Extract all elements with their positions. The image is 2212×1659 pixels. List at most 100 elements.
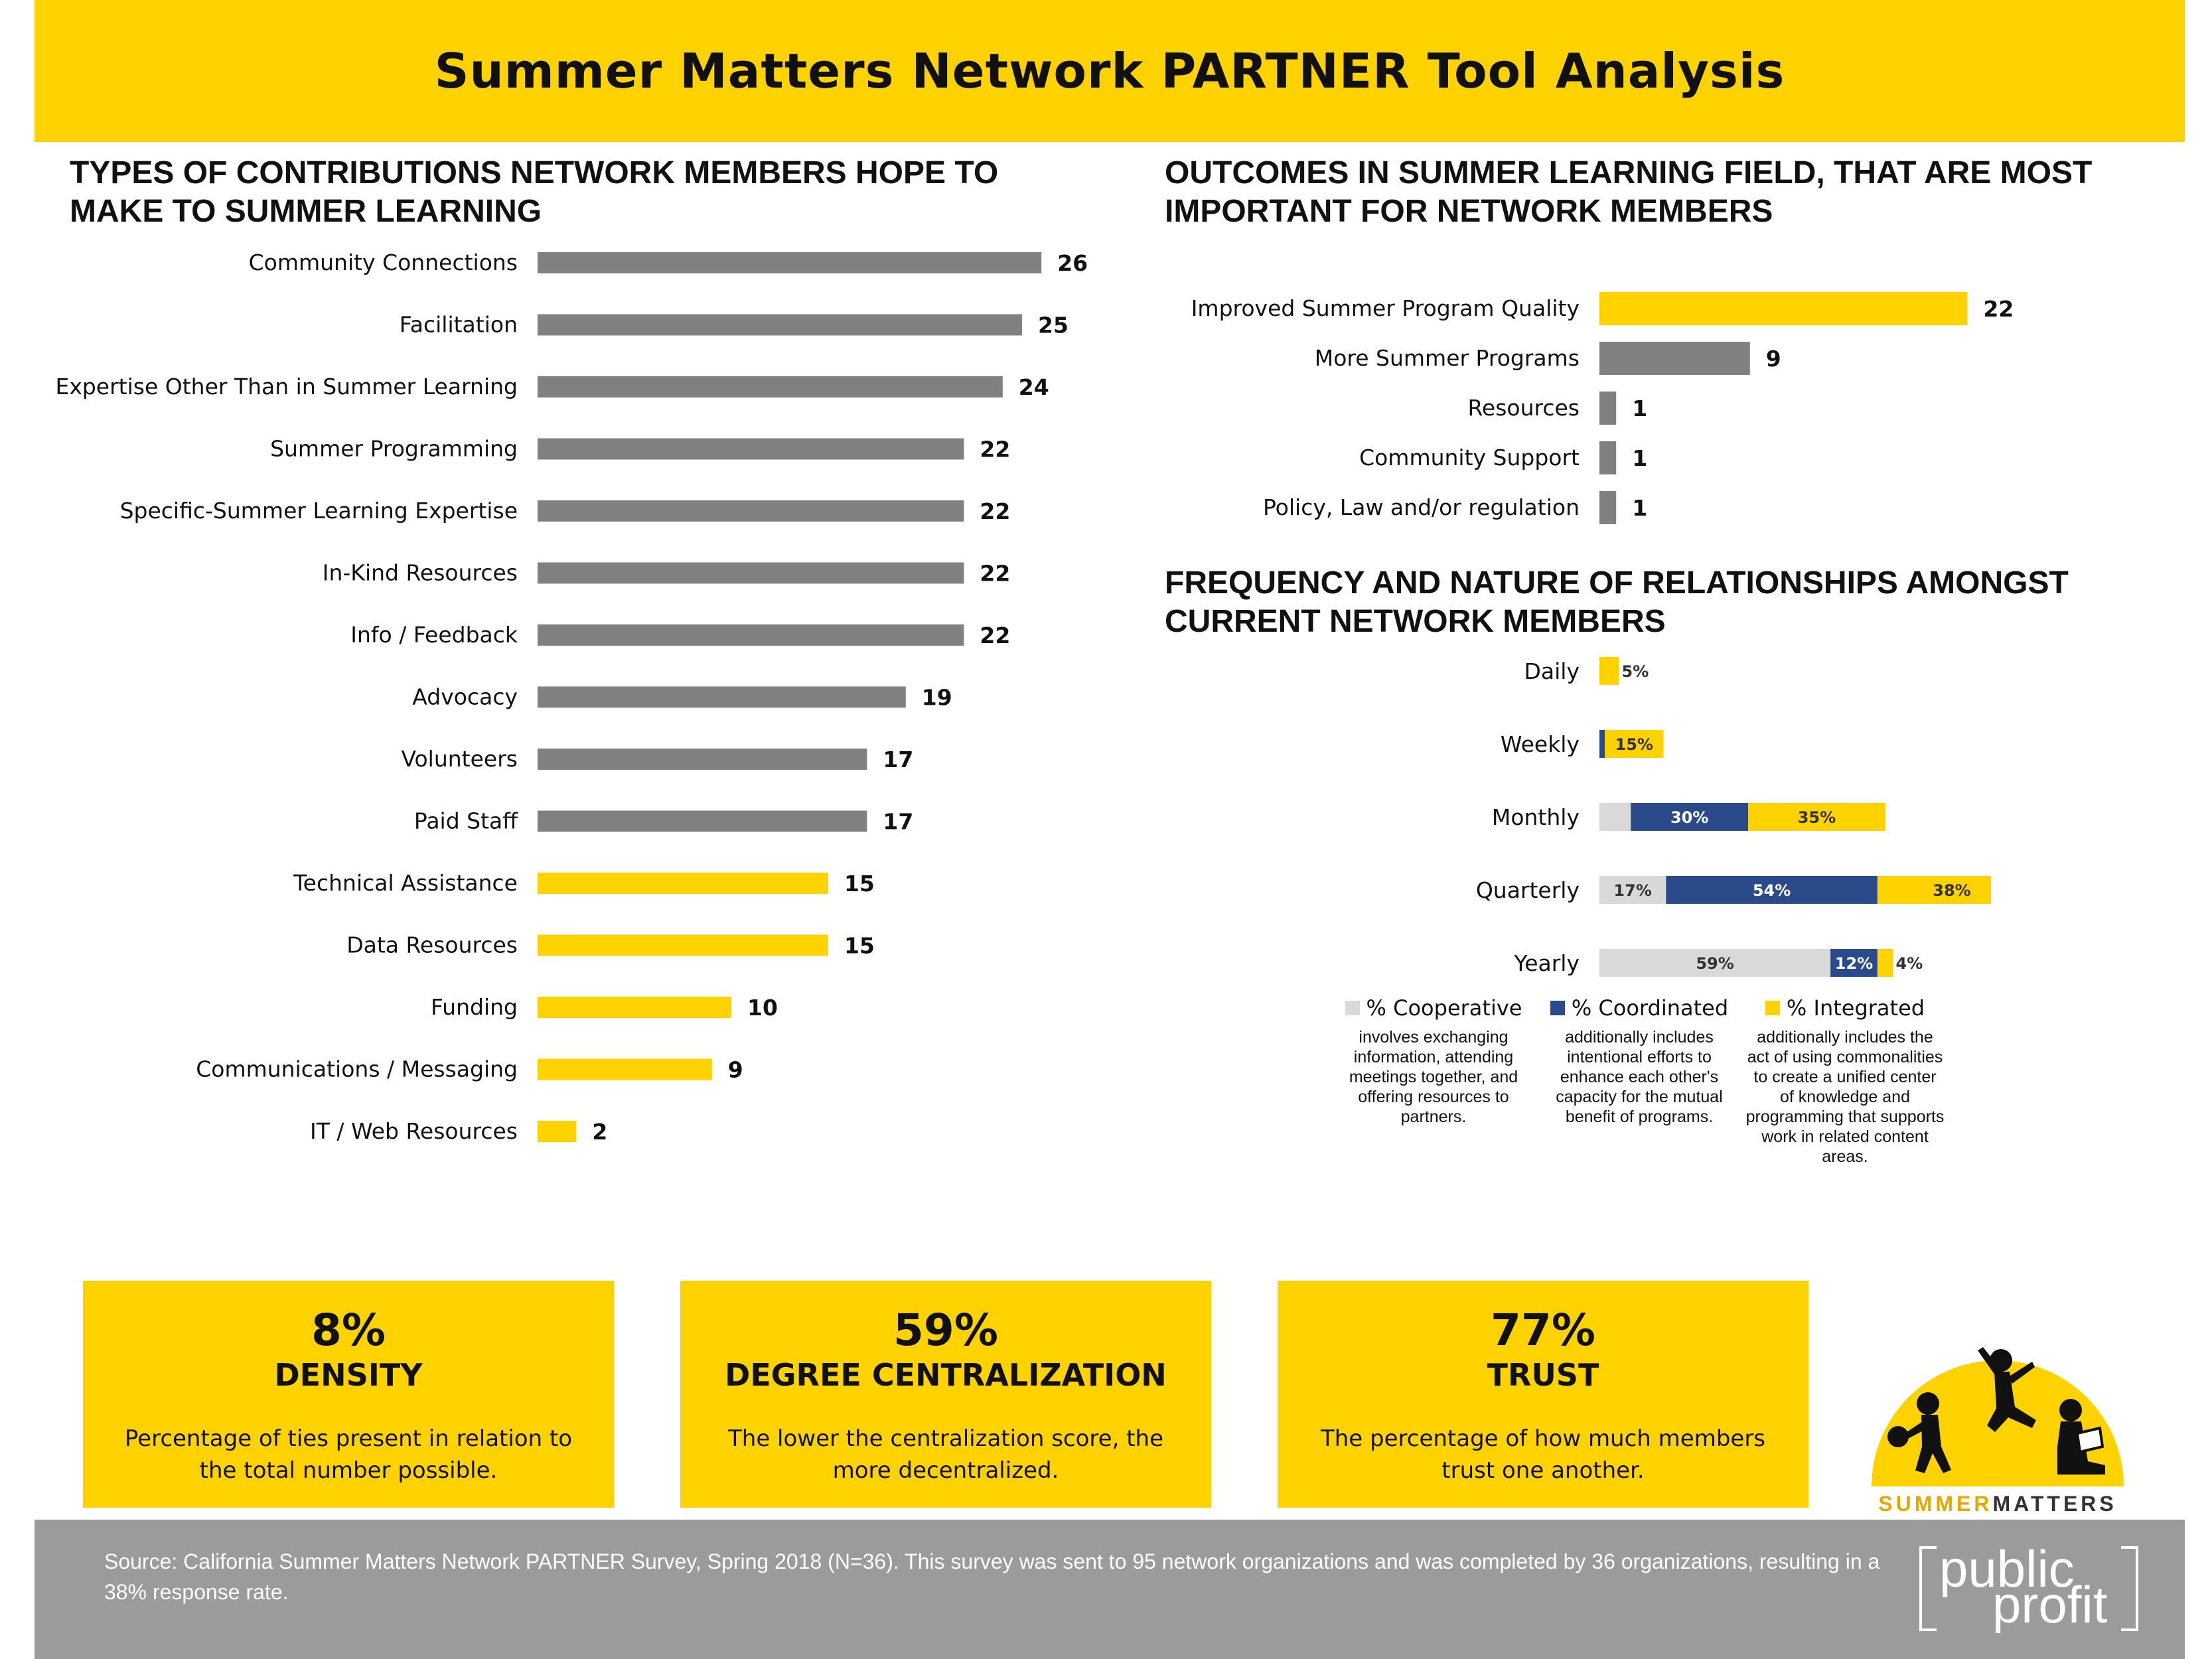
contributions-bar — [538, 376, 1003, 397]
contributions-value-label: 17 — [883, 809, 913, 835]
legend-label-cooperative: % Cooperative — [1366, 995, 1522, 1021]
outcomes-bar — [1599, 392, 1617, 425]
page-title: Summer Matters Network PARTNER Tool Anal… — [434, 43, 1785, 99]
kpi-value: 77% — [1491, 1305, 1595, 1356]
outcomes-value-label: 1 — [1632, 445, 1647, 471]
public-profit-logo: public profit — [1919, 1543, 2138, 1632]
contributions-bar — [538, 749, 867, 770]
legend-swatch-cooperative — [1345, 1001, 1360, 1015]
frequency-segment-label: 15% — [1615, 735, 1653, 754]
footer: Source: California Summer Matters Networ… — [35, 1520, 2185, 1659]
contributions-value-label: 26 — [1057, 250, 1088, 276]
frequency-segment — [1631, 803, 1749, 831]
source-note: Source: California Summer Matters Networ… — [104, 1550, 1880, 1604]
outcomes-bar-chart: Improved Summer Program Quality 22 More Su… — [1191, 292, 2014, 524]
contributions-category-label: In-Kind Resources — [323, 560, 518, 586]
outcomes-value-label: 22 — [1983, 296, 2014, 322]
frequency-segment — [1599, 876, 1666, 904]
outcomes-category-label: Community Support — [1359, 445, 1580, 470]
legend-coordinated: % Coordinated additionally includes inte… — [1540, 995, 1739, 1127]
outcomes-value-label: 1 — [1632, 396, 1647, 421]
frequency-segment — [1877, 949, 1893, 977]
frequency-segment-label: 54% — [1753, 881, 1791, 900]
contributions-value-label: 9 — [728, 1057, 743, 1083]
frequency-segment-label: 35% — [1798, 808, 1836, 827]
kpi-value: 59% — [893, 1305, 998, 1356]
legend-label-coordinated: % Coordinated — [1571, 995, 1729, 1021]
frequency-segment — [1830, 949, 1878, 977]
outcomes-value-label: 9 — [1766, 346, 1781, 372]
contributions-bar — [538, 997, 731, 1018]
contributions-category-label: Info / Feedback — [350, 622, 518, 648]
frequency-segment-label: 12% — [1835, 954, 1873, 973]
contributions-bar — [538, 562, 964, 584]
kpi-label: TRUST — [1487, 1357, 1599, 1393]
frequency-category-label: Monthly — [1492, 804, 1580, 830]
contributions-bar-chart: Community Connections 26 Facilitation 25 Exp… — [55, 250, 1088, 1145]
contributions-category-label: Specific-Summer Learning Expertise — [120, 498, 518, 524]
frequency-segment — [1748, 803, 1885, 831]
frequency-segment — [1599, 949, 1831, 977]
outcomes-bar — [1599, 292, 1968, 325]
outcomes-category-label: Improved Summer Program Quality — [1191, 295, 1580, 321]
contributions-value-label: 22 — [980, 561, 1010, 587]
frequency-segment-label: 30% — [1670, 808, 1708, 827]
frequency-category-label: Weekly — [1501, 731, 1580, 757]
children-playing-sun-icon — [1872, 1347, 2124, 1486]
contributions-value-label: 24 — [1019, 374, 1049, 400]
frequency-stacked-bar-chart: Daily5%Weekly15%Monthly8%30%35%Quarterly… — [1476, 657, 1991, 977]
frequency-segment-label: 4% — [1896, 954, 1923, 973]
contributions-value-label: 15 — [844, 871, 875, 897]
outcomes-category-label: Policy, Law and/or regulation — [1263, 494, 1580, 520]
frequency-segment-label: 59% — [1696, 954, 1733, 973]
contributions-category-label: Facilitation — [400, 312, 518, 338]
contributions-value-label: 15 — [844, 933, 875, 959]
kpi-trust: 77% TRUST The percentage of how much mem… — [1278, 1281, 1808, 1508]
contributions-category-label: IT / Web Resources — [310, 1118, 518, 1144]
contributions-bar — [538, 624, 964, 646]
legend-swatch-integrated — [1765, 1001, 1780, 1015]
contributions-value-label: 17 — [883, 747, 913, 772]
frequency-category-label: Quarterly — [1476, 877, 1580, 903]
kpi-label: DENSITY — [274, 1357, 423, 1393]
kpi-desc: The percentage of how much members trust… — [1320, 1425, 1766, 1484]
outcomes-bar — [1599, 342, 1750, 375]
contributions-category-label: Advocacy — [412, 684, 518, 710]
frequency-segment — [1599, 657, 1619, 685]
frequency-segment-label: 38% — [1933, 881, 1970, 900]
outcomes-category-label: More Summer Programs — [1315, 345, 1580, 371]
legend-cooperative: % Cooperative involves exchanging inform… — [1334, 995, 1533, 1127]
legend-label-integrated: % Integrated — [1786, 995, 1925, 1021]
kpi-desc: Percentage of ties present in relation t… — [124, 1425, 573, 1484]
legend-desc-integrated: additionally includes the act of using c… — [1745, 1028, 1945, 1166]
logo-wordmark: SUMMERMATTERS — [1858, 1492, 2137, 1516]
contributions-category-label: Volunteers — [401, 746, 518, 772]
contributions-category-label: Community Connections — [249, 250, 518, 275]
contributions-category-label: Funding — [431, 994, 518, 1020]
outcomes-bar — [1599, 491, 1617, 524]
contributions-value-label: 19 — [922, 685, 952, 711]
contributions-bar — [538, 252, 1042, 273]
contributions-value-label: 2 — [592, 1119, 607, 1145]
contributions-chart-title: TYPES OF CONTRIBUTIONS NETWORK MEMBERS H… — [70, 155, 999, 229]
contributions-category-label: Technical Assistance — [293, 870, 518, 896]
frequency-segment — [1599, 730, 1605, 758]
frequency-segment-label: 17% — [1613, 881, 1651, 900]
title-banner: Summer Matters Network PARTNER Tool Anal… — [35, 0, 2185, 142]
legend-desc-coordinated: additionally includes intentional effort… — [1556, 1028, 1723, 1126]
outcomes-category-label: Resources — [1467, 395, 1580, 421]
legend-swatch-coordinated — [1550, 1001, 1565, 1015]
frequency-segment — [1666, 876, 1878, 904]
contributions-value-label: 22 — [980, 437, 1010, 463]
contributions-bar — [538, 314, 1022, 336]
contributions-category-label: Paid Staff — [414, 808, 518, 834]
outcomes-bar — [1599, 441, 1617, 474]
contributions-category-label: Expertise Other Than in Summer Learning — [55, 374, 518, 399]
contributions-bar — [538, 810, 867, 832]
contributions-value-label: 10 — [747, 995, 778, 1021]
contributions-value-label: 25 — [1038, 313, 1069, 338]
kpi-desc: The lower the centralization score, the … — [728, 1425, 1163, 1484]
frequency-segment — [1877, 876, 1991, 904]
frequency-segment — [1605, 730, 1664, 758]
contributions-value-label: 22 — [980, 498, 1010, 524]
